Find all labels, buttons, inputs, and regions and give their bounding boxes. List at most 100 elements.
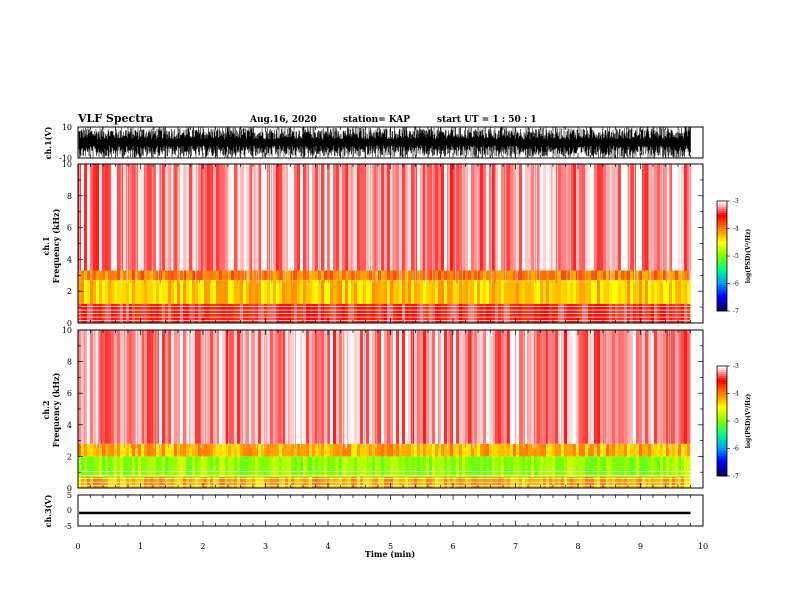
spectrogram-cell <box>231 456 234 477</box>
colorbar-segment <box>717 205 727 208</box>
spectrogram-cell <box>225 330 228 444</box>
spectrogram-cell <box>552 270 555 280</box>
colorbar-segment <box>717 291 727 294</box>
spectrogram-cell <box>117 456 120 477</box>
spectrogram-cell <box>162 280 165 304</box>
spectrogram-cell <box>396 456 399 477</box>
spectrogram-cell <box>459 164 462 271</box>
spectrogram-cell <box>168 164 171 271</box>
spectrogram-cell <box>579 330 582 444</box>
spectrogram-cell <box>213 270 216 280</box>
spectrogram-cell <box>267 330 270 444</box>
spectrogram-cell <box>360 280 363 304</box>
colorbar-segment <box>717 392 727 395</box>
spectrogram-cell <box>342 443 345 457</box>
spectrogram-cell <box>675 280 678 304</box>
spectrogram-cell <box>402 280 405 304</box>
spectrogram-cell <box>546 164 549 271</box>
spectrogram-cell <box>417 164 420 271</box>
spectrogram-cell <box>414 456 417 477</box>
spectrogram-cell <box>411 270 414 280</box>
spectrogram-cell <box>453 330 456 444</box>
spectrogram-cell <box>420 456 423 477</box>
spectrogram-cell <box>177 330 180 444</box>
spectrogram-cell <box>237 280 240 304</box>
spectrogram-cell <box>234 456 237 477</box>
spectrogram-cell <box>408 456 411 477</box>
ytick-label: 10 <box>62 160 72 169</box>
spectrogram-cell <box>564 330 567 444</box>
spectrogram-cell <box>615 456 618 477</box>
spectrogram-cell <box>342 164 345 271</box>
spectrogram-cell <box>351 280 354 304</box>
spectrogram-cell <box>219 280 222 304</box>
spectrogram-cell <box>363 443 366 457</box>
spectrogram-cell <box>219 443 222 457</box>
spectrogram-cell <box>381 280 384 304</box>
spectrogram-cell <box>156 443 159 457</box>
colorbar-segment <box>717 215 727 218</box>
spectrogram-cell <box>333 164 336 271</box>
spectrogram-cell <box>261 270 264 280</box>
spectrogram-cell <box>654 280 657 304</box>
spectrogram-cell <box>225 270 228 280</box>
spectrogram-cell <box>354 443 357 457</box>
spectrogram-cell <box>429 164 432 271</box>
spectrogram-cell <box>246 280 249 304</box>
spectrogram-cell <box>618 443 621 457</box>
ch3-ytick-bottom: -5 <box>64 522 72 531</box>
spectrogram-cell <box>402 330 405 444</box>
spectrogram-cell <box>651 330 654 444</box>
ch2-spectrogram-ytick-labels: 0 2 4 6 8 10 <box>62 326 72 493</box>
spectrogram-cell <box>339 164 342 271</box>
spectrogram-cell <box>411 456 414 477</box>
ch1-spectrogram-panel: 0 2 4 6 8 10 ch.1 Frequency (kHz) <box>41 160 704 328</box>
spectrogram-cell <box>324 330 327 444</box>
spectrogram-cell <box>573 270 576 280</box>
spectrogram-cell <box>189 330 192 444</box>
spectrogram-cell <box>309 270 312 280</box>
spectrogram-cell <box>333 270 336 280</box>
spectrogram-cell <box>558 270 561 280</box>
spectrogram-cell <box>459 270 462 280</box>
spectrogram-cell <box>138 280 141 304</box>
xtick-label: 6 <box>450 542 455 551</box>
spectrogram-cell <box>357 456 360 477</box>
spectrogram-cell <box>483 270 486 280</box>
spectrogram-cell <box>186 280 189 304</box>
spectrogram-cell <box>435 443 438 457</box>
spectrogram-cell <box>585 280 588 304</box>
spectrogram-cell <box>540 443 543 457</box>
spectrogram-cell <box>495 164 498 271</box>
spectrogram-cell <box>498 330 501 444</box>
spectrogram-cell <box>549 164 552 271</box>
spectrogram-cell <box>351 270 354 280</box>
spectrogram-cell <box>483 443 486 457</box>
spectrogram-cell <box>627 280 630 304</box>
colorbar-segment <box>717 263 727 266</box>
spectrogram-cell <box>645 443 648 457</box>
spectrogram-cell <box>93 280 96 304</box>
spectrogram-cell <box>309 456 312 477</box>
colorbar-segment <box>717 372 727 375</box>
spectrogram-cell <box>321 164 324 271</box>
colorbar-segment <box>717 247 727 250</box>
spectrogram-cell <box>582 456 585 477</box>
spectrogram-cell <box>582 443 585 457</box>
colorbar-segment <box>717 376 727 379</box>
spectrogram-cell <box>651 443 654 457</box>
spectrogram-cell <box>552 443 555 457</box>
spectrogram-cell <box>201 330 204 444</box>
colorbar-segment <box>717 468 727 471</box>
spectrogram-cell <box>441 164 444 271</box>
spectrogram-cell <box>297 164 300 271</box>
spectrogram-cell <box>357 270 360 280</box>
ch3-waveform-ylabel: ch.3(V) <box>43 494 53 527</box>
spectrogram-cell <box>684 330 687 444</box>
colorbar-segment <box>717 464 727 467</box>
spectrogram-cell <box>111 270 114 280</box>
figure-date: Aug.16, 2020 <box>249 115 317 125</box>
spectrogram-cell <box>96 164 99 271</box>
spectrogram-cell <box>315 280 318 304</box>
spectrogram-cell <box>117 270 120 280</box>
